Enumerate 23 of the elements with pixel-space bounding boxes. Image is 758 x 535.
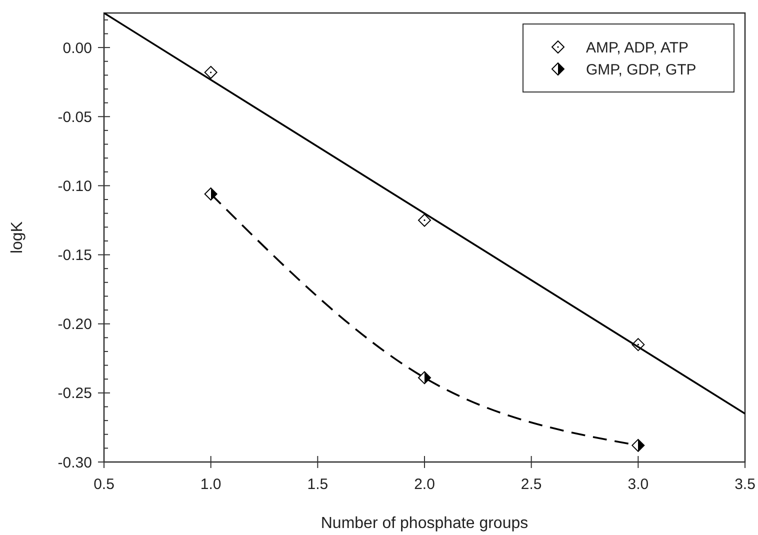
x-tick-label: 2.0 xyxy=(414,476,435,493)
point xyxy=(418,214,431,227)
x-tick-label: 1.5 xyxy=(307,476,328,493)
y-axis-title: logK xyxy=(9,221,26,254)
y-tick-label: -0.25 xyxy=(58,385,92,402)
x-axis-title: Number of phosphate groups xyxy=(320,515,528,532)
y-tick-label: 0.00 xyxy=(62,40,92,57)
point xyxy=(204,66,218,79)
x-tick-label: 1.0 xyxy=(200,476,222,493)
legend-label: GMP, GDP, GTP xyxy=(586,61,696,78)
point xyxy=(632,438,645,452)
x-tick-label: 3.5 xyxy=(734,476,756,493)
legend-label: AMP, ADP, ATP xyxy=(586,39,689,56)
point xyxy=(418,371,431,384)
y-tick-label: -0.30 xyxy=(58,454,92,472)
x-tick-label: 3.0 xyxy=(628,476,649,493)
x-tick-label: 2.5 xyxy=(520,476,542,493)
y-tick-label: -0.10 xyxy=(58,178,92,195)
y-tick-label: -0.15 xyxy=(58,247,92,264)
y-tick-label: -0.20 xyxy=(58,316,92,334)
point xyxy=(204,187,218,200)
x-tick-label: 0.5 xyxy=(94,476,114,493)
y-tick-label: -0.05 xyxy=(58,108,92,126)
